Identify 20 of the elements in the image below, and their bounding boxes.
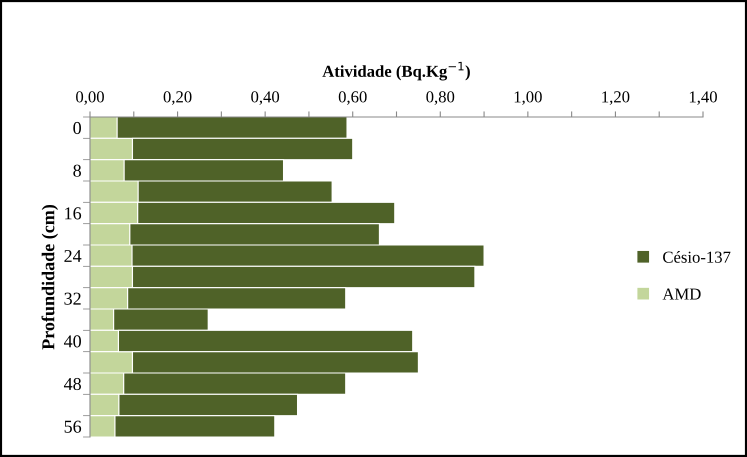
y-tick-label: 8 xyxy=(73,164,81,177)
y-tick-label: 48 xyxy=(64,378,81,390)
legend-label: Césio-137 xyxy=(663,251,730,263)
y-tick-label: 16 xyxy=(65,207,82,220)
x-tick-label: 0,60 xyxy=(338,91,367,105)
x-axis-title: Atividade (Bq.Kg$^{−1}$) xyxy=(322,62,470,80)
legend-label: AMD xyxy=(662,288,701,300)
x-tick-label: 1,20 xyxy=(602,91,630,105)
x-tick-label: 1,00 xyxy=(514,91,542,105)
x-tick-label: 1,40 xyxy=(690,91,717,105)
x-tick-label: 0,00 xyxy=(76,91,104,105)
y-tick-label: 32 xyxy=(64,292,81,305)
y-axis-title: Profundidade (cm) xyxy=(42,204,58,350)
y-tick-label: 24 xyxy=(64,250,82,262)
y-tick-label: 40 xyxy=(64,335,81,348)
y-tick-label: 0 xyxy=(73,122,81,134)
x-tick-label: 0,80 xyxy=(426,91,454,105)
y-tick-label: 56 xyxy=(64,420,82,433)
x-tick-label: 0,40 xyxy=(251,91,280,105)
x-tick-label: 0,20 xyxy=(164,91,192,105)
